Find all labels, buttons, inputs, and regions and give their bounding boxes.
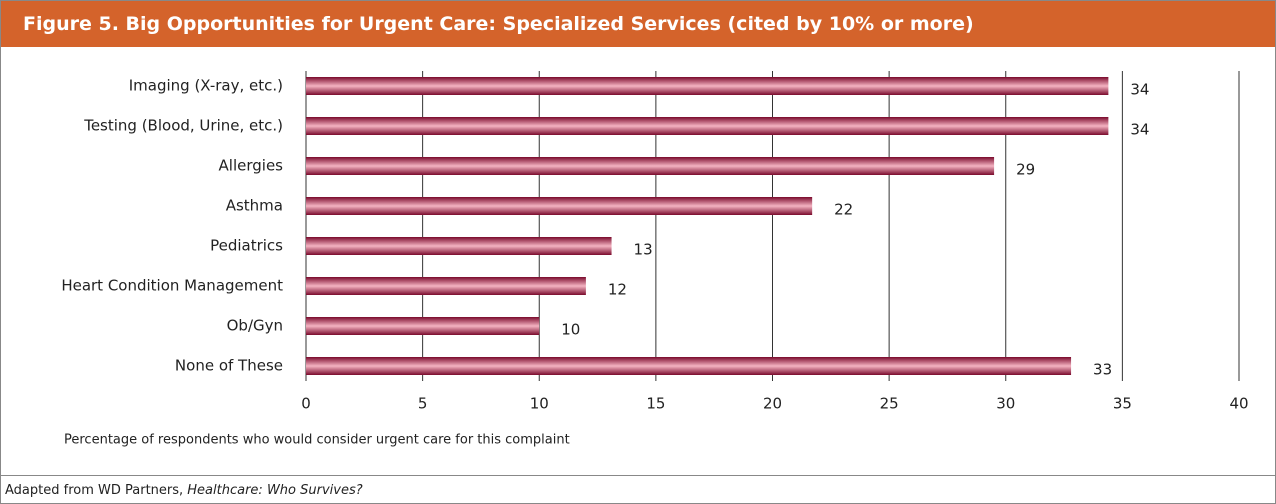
y-tick-label: Imaging (X-ray, etc.) <box>129 77 283 95</box>
data-label: 29 <box>1016 161 1035 179</box>
y-tick-label: Asthma <box>226 197 283 215</box>
bar <box>306 77 1109 95</box>
data-label: 22 <box>834 201 853 219</box>
data-label: 33 <box>1093 361 1112 379</box>
x-tick-label: 20 <box>763 395 782 413</box>
chart: Percentage of respondents who would cons… <box>61 71 1249 448</box>
bar <box>306 157 995 175</box>
x-tick-label: 30 <box>996 395 1015 413</box>
x-tick-label: 15 <box>646 395 665 413</box>
y-tick-label: Allergies <box>219 157 284 175</box>
source-text: Adapted from WD Partners, <box>5 483 188 498</box>
data-label: 13 <box>634 241 653 259</box>
source: Adapted from WD Partners, Healthcare: Wh… <box>1 475 1275 498</box>
y-tick-label: Pediatrics <box>210 237 283 255</box>
y-tick-label: Heart Condition Management <box>61 277 283 295</box>
x-axis-label: Percentage of respondents who would cons… <box>64 433 570 448</box>
bar <box>306 277 586 295</box>
x-tick-label: 40 <box>1229 395 1248 413</box>
data-label: 34 <box>1130 121 1149 139</box>
bar <box>306 197 813 215</box>
source-title: Healthcare: Who Survives? <box>187 483 363 498</box>
data-label: 12 <box>608 281 627 299</box>
x-tick-label: 10 <box>530 395 549 413</box>
y-tick-label: Testing (Blood, Urine, etc.) <box>83 117 283 135</box>
bar <box>306 317 540 335</box>
x-tick-label: 0 <box>301 395 311 413</box>
bar <box>306 117 1109 135</box>
bar <box>306 237 612 255</box>
x-tick-label: 35 <box>1113 395 1132 413</box>
x-tick-label: 5 <box>418 395 428 413</box>
bar <box>306 357 1072 375</box>
data-label: 34 <box>1130 81 1149 99</box>
chart-title: Figure 5. Big Opportunities for Urgent C… <box>1 1 1275 47</box>
x-tick-label: 25 <box>880 395 899 413</box>
data-label: 10 <box>561 321 580 339</box>
y-tick-label: None of These <box>175 357 283 375</box>
y-tick-label: Ob/Gyn <box>227 317 283 335</box>
